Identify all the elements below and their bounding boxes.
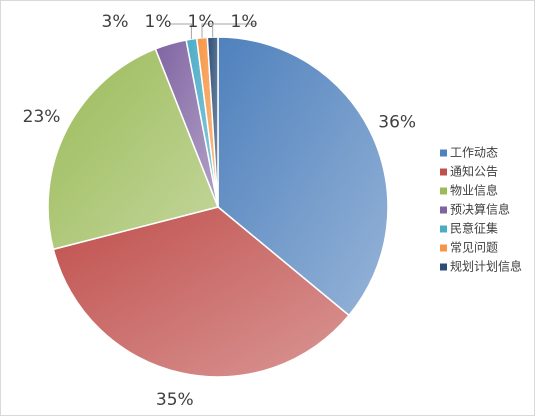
leader-line — [201, 23, 213, 38]
legend-label: 物业信息 — [450, 183, 498, 198]
leader-line — [212, 23, 256, 38]
legend-swatch — [440, 263, 447, 271]
pie-slice — [217, 36, 389, 317]
data-label: 1% — [145, 12, 172, 32]
leader-line — [170, 23, 192, 40]
data-label: 1% — [231, 12, 258, 32]
legend-label: 常见问题 — [450, 241, 498, 255]
legend-label: 规划计划信息 — [450, 259, 522, 274]
legend-label: 预决算信息 — [450, 202, 510, 217]
legend-swatch — [440, 206, 447, 214]
pie-slice — [47, 47, 220, 251]
legend-swatch — [440, 225, 447, 233]
pie-slice — [206, 36, 219, 208]
legend-swatch — [440, 244, 447, 252]
legend-label: 工作动态 — [450, 146, 498, 160]
legend-label: 民意征集 — [450, 221, 498, 236]
data-label: 1% — [188, 12, 215, 32]
data-label: 23% — [23, 107, 61, 127]
legend-swatch — [440, 168, 447, 176]
legend-label: 通知公告 — [450, 165, 498, 179]
legend-swatch — [440, 187, 447, 195]
data-label: 35% — [156, 390, 194, 410]
data-label: 36% — [378, 113, 416, 133]
pie-slice — [52, 206, 351, 378]
data-label: 3% — [102, 12, 129, 32]
legend-swatch — [440, 149, 447, 157]
